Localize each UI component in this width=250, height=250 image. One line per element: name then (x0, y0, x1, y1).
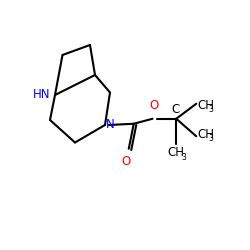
Text: 3: 3 (208, 105, 213, 114)
Text: CH: CH (198, 99, 214, 112)
Text: N: N (106, 118, 115, 132)
Text: O: O (122, 155, 131, 168)
Text: HN: HN (32, 88, 50, 102)
Text: C: C (171, 103, 179, 116)
Text: O: O (150, 99, 159, 112)
Text: 3: 3 (208, 134, 213, 143)
Text: 3: 3 (182, 152, 186, 162)
Text: CH: CH (168, 146, 185, 159)
Text: CH: CH (198, 128, 214, 141)
